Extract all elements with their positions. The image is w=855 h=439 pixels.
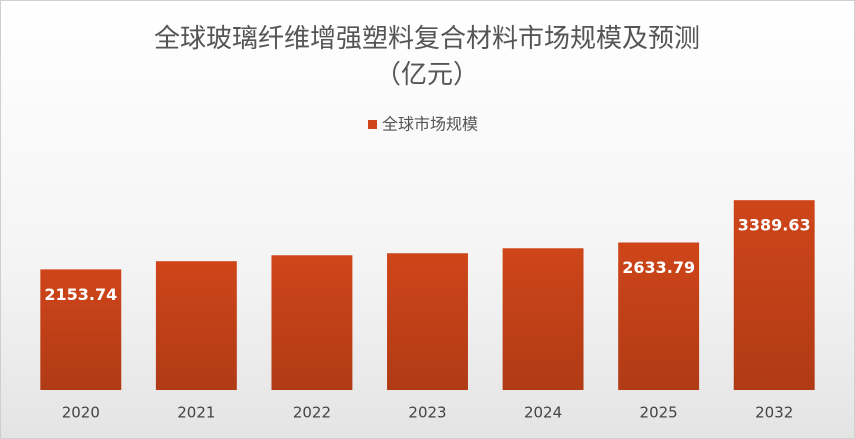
bar-shade [271,255,353,390]
x-tick-label: 2021 [177,404,215,422]
bar-shade [733,200,815,390]
legend-swatch [368,120,377,129]
legend-label: 全球市场规模 [382,115,478,134]
x-tick-label: 2032 [755,404,793,422]
bar-shade [40,269,122,390]
chart-subtitle: （亿元） [375,60,479,90]
bar-shade [502,248,584,390]
x-tick-label: 2020 [62,404,100,422]
value-label: 3389.63 [738,216,811,235]
bar-shade [155,261,237,390]
bar-shade [387,253,468,390]
value-label: 2153.74 [44,285,117,304]
bar-shade [618,242,700,390]
x-tick-label: 2025 [640,404,678,422]
value-label: 2633.79 [622,258,695,277]
x-tick-label: 2022 [293,404,331,422]
x-tick-label: 2024 [524,404,562,422]
x-tick-label: 2023 [408,404,446,422]
chart-title: 全球玻璃纤维增强塑料复合材料市场规模及预测 [154,24,700,54]
